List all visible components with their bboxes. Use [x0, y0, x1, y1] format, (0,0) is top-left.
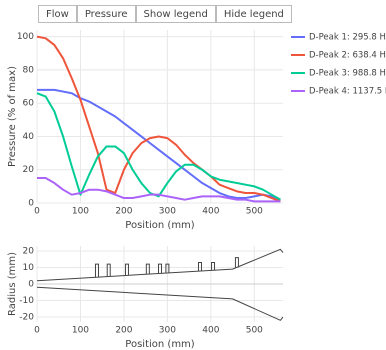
y-tick-label: 0 — [28, 199, 34, 209]
button-bar: Flow Pressure Show legend Hide legend — [38, 5, 292, 23]
tone-hole — [165, 263, 170, 273]
line — [37, 88, 281, 201]
x-tick-label: 0 — [34, 207, 40, 217]
legend-label: D-Peak 2: 638.4 Hz — [309, 51, 386, 61]
line — [36, 35, 281, 203]
x-tick-label: 400 — [202, 207, 219, 217]
y-tick-label: 20 — [23, 165, 35, 175]
button[interactable]: Hide legend — [215, 5, 292, 23]
y-tick-label: 80 — [23, 65, 35, 75]
x-tick-label: 500 — [246, 326, 263, 336]
x-tick-label: 200 — [115, 207, 132, 217]
y-axis-title: Pressure (% of max) — [7, 66, 18, 167]
x-axis-title: Position (mm) — [125, 339, 194, 350]
y-tick-label: 0 — [28, 280, 34, 290]
y-tick-label: 20 — [23, 246, 35, 256]
y-tick-label: 40 — [23, 132, 35, 142]
x-tick-label: 400 — [202, 326, 219, 336]
legend-label: D-Peak 3: 988.8 Hz — [309, 69, 386, 79]
bore-wall — [36, 286, 284, 321]
x-tick-label: 200 — [115, 326, 132, 336]
x-tick-label: 0 — [34, 326, 40, 336]
y-tick-label: 10 — [23, 263, 35, 273]
button[interactable]: Flow — [38, 5, 77, 23]
legend-label: D-Peak 4: 1137.5 Hz — [309, 87, 386, 97]
bore-wall — [36, 248, 284, 282]
x-tick-label: 300 — [159, 326, 176, 336]
y-tick-label: 60 — [23, 99, 35, 109]
x-tick-label: 300 — [159, 207, 176, 217]
x-tick-label: 500 — [246, 207, 263, 217]
legend-label: D-Peak 1: 295.8 Hz — [309, 33, 386, 43]
x-tick-label: 100 — [72, 207, 89, 217]
y-axis-title: Radius (mm) — [7, 252, 18, 316]
tone-hole — [94, 263, 99, 278]
y-tick-label: -20 — [19, 313, 34, 323]
y-tick-label: 100 — [17, 32, 34, 42]
button[interactable]: Pressure — [76, 5, 136, 23]
tone-hole — [124, 263, 129, 276]
tone-hole — [234, 257, 239, 268]
tone-hole — [145, 263, 150, 275]
x-axis-title: Position (mm) — [125, 220, 194, 231]
x-tick-label: 100 — [72, 326, 89, 336]
button[interactable]: Show legend — [135, 5, 216, 23]
tone-hole — [197, 262, 202, 272]
tone-hole — [158, 263, 162, 274]
tone-hole — [106, 263, 111, 277]
tone-hole — [211, 262, 216, 271]
line — [37, 177, 281, 203]
line — [36, 92, 281, 201]
y-tick-label: -10 — [19, 296, 34, 306]
